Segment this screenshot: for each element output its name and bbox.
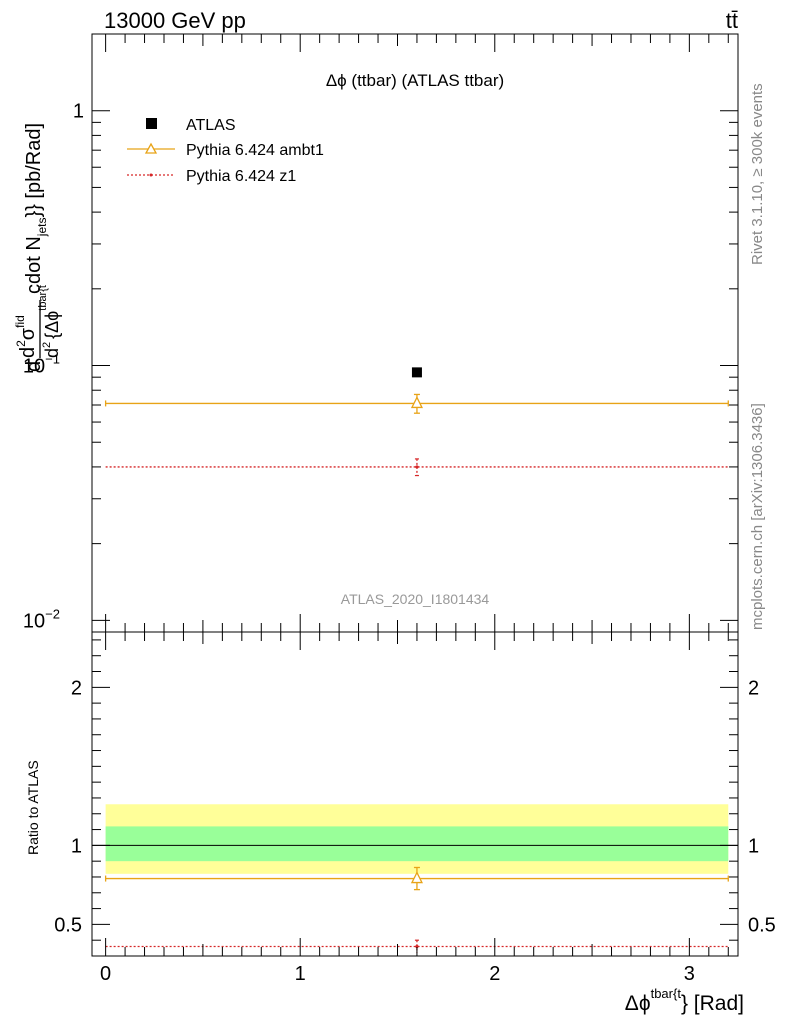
ratio-data-marks (104, 866, 729, 953)
svg-text:d2{Δϕtbar{t: d2 {Δϕtbar{t (37, 285, 62, 358)
legend-atlas-marker (146, 118, 157, 129)
legend: ATLAS Pythia 6.424 ambt1 Pythia 6.424 z1 (127, 117, 324, 185)
legend-z1-label: Pythia 6.424 z1 (186, 168, 296, 185)
x-axis-label: Δϕtbar{t} [Rad] (625, 986, 744, 1015)
ratio-panel: 0.5 0.5 1 1 2 2 0 1 2 3 (54, 631, 776, 985)
svg-text:cdot Njets}} [pb/Rad]: cdot Njets}} [pb/Rad] (23, 123, 49, 294)
main-data-marks (104, 367, 729, 477)
legend-atlas-label: ATLAS (186, 117, 236, 134)
ylabel-den-sup2: tbar{t (37, 285, 49, 311)
ambt1-point (410, 395, 423, 409)
svg-text:d2σfid: d2σfid (13, 315, 39, 358)
ratio-axis-ticks: 0.5 0.5 1 1 2 2 0 1 2 3 (54, 632, 776, 985)
xlabel-tail: } [Rad] (681, 992, 744, 1015)
ylabel-num-sigma: σ (17, 327, 39, 340)
ratio-y-tick-label: 1 (71, 835, 82, 857)
ratio-y-tick-label: 0.5 (54, 914, 82, 936)
x-tick-label: 0 (100, 963, 111, 985)
process-label: tt̄ (726, 8, 738, 33)
ylabel-suffix: cdot N (23, 236, 45, 294)
ylabel-den-body: {Δϕ (42, 311, 62, 339)
ylabel-num-sup2: fid (13, 315, 27, 328)
energy-label: 13000 GeV pp (104, 8, 246, 33)
svg-text:d: d (23, 361, 45, 372)
main-y-tick-label: 10−1 (23, 352, 60, 378)
mcplots-side-text: mcplots.cern.ch [arXiv:1306.3436] (749, 403, 766, 630)
ratio-y-tick-label-right: 2 (748, 677, 759, 699)
main-y-axis-label: d d2σfid d2{Δϕtbar{t cdot Njets}} [pb/Ra… (13, 123, 62, 372)
ratio-y-tick-label: 2 (71, 677, 82, 699)
main-panel: Δϕ (ttbar) (ATLAS ttbar) ATLAS_2020_I180… (23, 33, 739, 633)
ylabel-num-base: d (17, 347, 39, 358)
ylabel-den-d: d (42, 348, 62, 358)
xlabel-main: Δϕ (625, 992, 651, 1015)
x-tick-label: 3 (684, 963, 695, 985)
x-tick-label: 1 (295, 963, 306, 985)
ratio-plot-frame (91, 631, 739, 957)
plot-title: Δϕ (ttbar) (ATLAS ttbar) (326, 71, 504, 90)
atlas-point (411, 367, 422, 378)
ratio-uncertainty-bands (92, 804, 738, 874)
legend-z1-marker (149, 173, 153, 177)
legend-ambt1-label: Pythia 6.424 ambt1 (186, 142, 324, 159)
ratio-y-tick-label-right: 1 (748, 835, 759, 857)
ratio-z1-point (415, 944, 419, 949)
main-axis-ticks: 1 10−1 10−2 (23, 33, 738, 633)
ylabel-num-sup1: 2 (14, 340, 28, 347)
legend-ambt1-marker (144, 142, 158, 154)
x-tick-label: 2 (489, 963, 500, 985)
rivet-side-text: Rivet 3.1.10, ≥ 300k events (749, 83, 766, 265)
main-y-tick-label: 10−2 (23, 606, 60, 632)
xlabel-sup: tbar{t (651, 986, 682, 1001)
ratio-y-axis-label: Ratio to ATLAS (25, 760, 41, 855)
ratio-y-tick-label-right: 0.5 (748, 914, 776, 936)
ratio-inner-band (105, 826, 729, 862)
ratio-ambt1-point (410, 871, 423, 884)
ylabel-suffix-sub: jets (35, 218, 49, 238)
main-y-tick-label: 1 (73, 101, 84, 123)
z1-point (415, 465, 419, 469)
ylabel-den-sup: 2 (41, 342, 53, 348)
ylabel-prefix: d (23, 361, 45, 372)
analysis-id-label: ATLAS_2020_I1801434 (341, 591, 490, 607)
ylabel-tail: }} [pb/Rad] (23, 123, 45, 218)
